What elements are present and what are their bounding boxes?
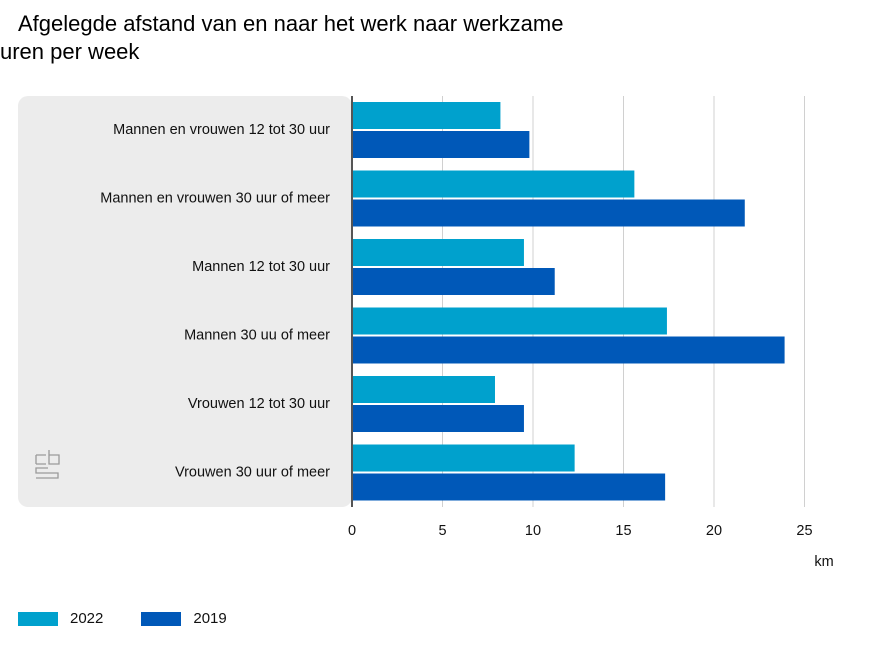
chart-title-line-1: Afgelegde afstand van en naar het werk n…	[18, 11, 564, 36]
bar-2019-3[interactable]	[352, 268, 555, 295]
legend-item-2022[interactable]: 2022	[18, 610, 103, 627]
bar-2019-1[interactable]	[352, 131, 530, 158]
legend-label-2022: 2022	[70, 610, 104, 627]
chart-title-line-2: uren per week	[0, 39, 140, 64]
legend-swatch-2019	[141, 611, 182, 626]
x-tick-label: 0	[348, 523, 356, 539]
category-label: Mannen 12 tot 30 uur	[192, 259, 330, 275]
x-tick-label: 25	[796, 523, 812, 539]
x-tick-label: 15	[615, 523, 631, 539]
bar-2019-6[interactable]	[352, 473, 666, 501]
bar-2022-3[interactable]	[352, 239, 524, 266]
x-tick-label: 5	[438, 523, 446, 539]
category-label: Mannen en vrouwen 12 tot 30 uur	[113, 122, 330, 138]
bar-2019-5[interactable]	[352, 405, 524, 432]
gridlines	[442, 96, 805, 507]
bar-2022-1[interactable]	[352, 102, 501, 129]
chart-title: Afgelegde afstand van en naar het werk n…	[0, 10, 720, 66]
bar-2022-4[interactable]	[352, 307, 667, 335]
x-tick-label: 20	[706, 523, 722, 539]
bar-2019-2[interactable]	[352, 199, 745, 227]
legend-item-2019[interactable]: 2019	[141, 610, 227, 627]
category-label: Vrouwen 12 tot 30 uur	[188, 396, 330, 412]
legend: 2022 2019	[18, 610, 265, 627]
category-labels: Mannen en vrouwen 12 tot 30 uur Mannen en…	[100, 122, 330, 481]
x-axis-ticks: 0 5 10 15 20 25	[348, 523, 813, 539]
bar-2022-2[interactable]	[352, 170, 635, 198]
bar-2022-6[interactable]	[352, 444, 575, 472]
legend-label-2019: 2019	[193, 610, 227, 627]
legend-swatch-2022	[18, 611, 58, 626]
category-label: Mannen en vrouwen 30 uur of meer	[100, 191, 330, 207]
bars	[352, 102, 785, 501]
category-panel	[18, 96, 352, 507]
cbs-logo-icon	[35, 450, 60, 479]
bar-2022-5[interactable]	[352, 376, 495, 403]
category-label: Mannen 30 uu of meer	[184, 328, 330, 344]
x-tick-label: 10	[525, 523, 541, 539]
bar-2019-4[interactable]	[352, 336, 785, 364]
bar-chart: Mannen en vrouwen 12 tot 30 uur Mannen en…	[18, 96, 834, 570]
category-label: Vrouwen 30 uur of meer	[175, 465, 330, 481]
x-axis-label: km	[814, 554, 833, 570]
